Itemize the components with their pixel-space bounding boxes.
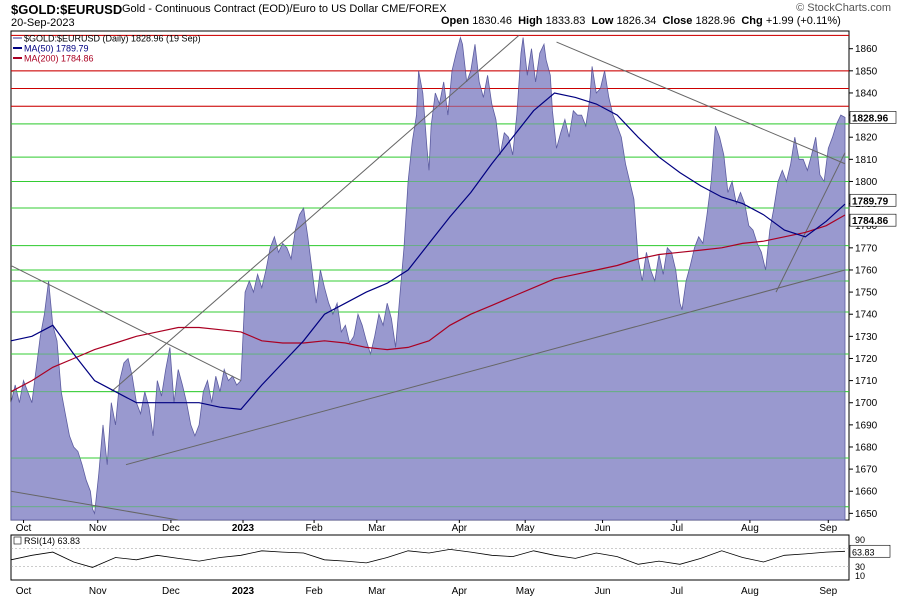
high-label: High <box>518 15 543 27</box>
trendline <box>556 41 846 165</box>
last-price-tag-box <box>849 111 897 124</box>
symbol-description: Gold - Continuous Contract (EOD)/Euro to… <box>122 3 447 15</box>
y-tick-label: 1810 <box>855 155 878 166</box>
rsi-x-tick-label: Aug <box>741 586 759 597</box>
y-tick-label: 1650 <box>855 509 878 520</box>
rsi-value-tag-box <box>849 544 891 558</box>
y-tick-label: 1860 <box>855 44 878 55</box>
stockcharts-watermark: © StockCharts.com <box>796 2 891 14</box>
ma200-value-tag-box <box>849 213 897 227</box>
rsi-x-tick-label: Oct <box>16 586 32 597</box>
chg-label: Chg <box>741 15 763 27</box>
rsi-tick-label: 10 <box>855 571 865 581</box>
y-tick-label: 1700 <box>855 398 878 409</box>
x-tick-label: Apr <box>452 523 468 534</box>
ma50-line <box>10 92 846 411</box>
x-tick-label: Sep <box>819 523 837 534</box>
y-tick-label: 1850 <box>855 66 878 77</box>
trendline <box>125 269 846 466</box>
y-tick-label: 1820 <box>855 133 878 144</box>
rsi-x-tick-label: Mar <box>368 586 386 597</box>
rsi-x-tick-label: 2023 <box>232 586 255 597</box>
rsi-x-tick-label: Apr <box>452 586 468 597</box>
open-label: Open <box>441 15 470 27</box>
last-price-tag: 1828.96 <box>852 113 889 124</box>
rsi-line <box>10 548 846 568</box>
y-tick-label: 1740 <box>855 310 878 321</box>
y-tick-label: 1720 <box>855 354 878 365</box>
rsi-panel-frame <box>10 534 850 581</box>
rsi-value-tag: 63.83 <box>852 547 875 557</box>
chart-date: 20-Sep-2023 <box>11 17 75 29</box>
chg-value: +1.99 (+0.11%) <box>765 15 841 27</box>
ma50-value-tag: 1789.79 <box>852 196 889 207</box>
trendline <box>11 490 179 520</box>
close-value: 1828.96 <box>695 15 736 27</box>
rsi-x-tick-label: Jul <box>670 586 683 597</box>
rsi-x-tick-label: Jun <box>594 586 610 597</box>
rsi-x-tick-label: Sep <box>819 586 837 597</box>
rsi-label: RSI(14) 63.83 <box>24 536 80 546</box>
y-tick-label: 1660 <box>855 487 878 498</box>
x-tick-label: Jul <box>670 523 683 534</box>
x-tick-label: Mar <box>368 523 386 534</box>
open-value: 1830.46 <box>472 15 512 27</box>
chart-header: $GOLD:$EURUSD Gold - Continuous Contract… <box>0 0 899 30</box>
ohlc-summary: Open 1830.46 High 1833.83 Low 1826.34 Cl… <box>441 15 841 27</box>
ma50-value-tag-box <box>849 193 897 207</box>
x-tick-label: Oct <box>16 523 32 534</box>
rsi-x-tick-label: Dec <box>162 586 180 597</box>
y-tick-label: 1670 <box>855 465 878 476</box>
y-tick-label: 1800 <box>855 177 878 188</box>
rsi-legend-swatch <box>13 536 22 545</box>
y-tick-label: 1770 <box>855 243 878 254</box>
ma200-value-tag: 1784.86 <box>852 216 889 227</box>
y-tick-label: 1710 <box>855 376 878 387</box>
y-tick-label: 1760 <box>855 265 878 276</box>
rsi-x-tick-label: May <box>516 586 535 597</box>
high-value: 1833.83 <box>545 15 586 27</box>
y-tick-label: 1730 <box>855 332 878 343</box>
trendline <box>775 152 846 293</box>
price-area-series <box>10 36 846 521</box>
y-tick-label: 1750 <box>855 288 878 299</box>
y-tick-label: 1690 <box>855 420 878 431</box>
legend-entry: MA(50) 1789.79 <box>24 44 89 54</box>
x-tick-label: 2023 <box>232 523 255 534</box>
rsi-x-tick-label: Feb <box>305 586 323 597</box>
rsi-tick-label: 30 <box>855 562 865 572</box>
y-tick-label: 1680 <box>855 442 878 453</box>
y-tick-label: 1840 <box>855 88 878 99</box>
y-tick-label: 1780 <box>855 221 878 232</box>
symbol-title: $GOLD:$EURUSD <box>11 2 123 17</box>
x-tick-label: Nov <box>89 523 107 534</box>
rsi-tick-label: 90 <box>855 535 865 545</box>
x-tick-label: Feb <box>305 523 323 534</box>
close-label: Close <box>662 15 693 27</box>
trendline <box>11 265 242 382</box>
x-tick-label: Dec <box>162 523 180 534</box>
x-tick-label: May <box>516 523 535 534</box>
low-value: 1826.34 <box>616 15 657 27</box>
x-tick-label: Aug <box>741 523 759 534</box>
trendline <box>111 35 520 393</box>
x-tick-label: Jun <box>594 523 610 534</box>
low-label: Low <box>591 15 614 27</box>
legend-entry: MA(200) 1784.86 <box>24 54 94 64</box>
legend-entry: $GOLD:$EURUSD (Daily) 1828.96 (19 Sep) <box>24 34 201 44</box>
ma200-line <box>10 214 846 393</box>
rsi-x-tick-label: Nov <box>89 586 107 597</box>
